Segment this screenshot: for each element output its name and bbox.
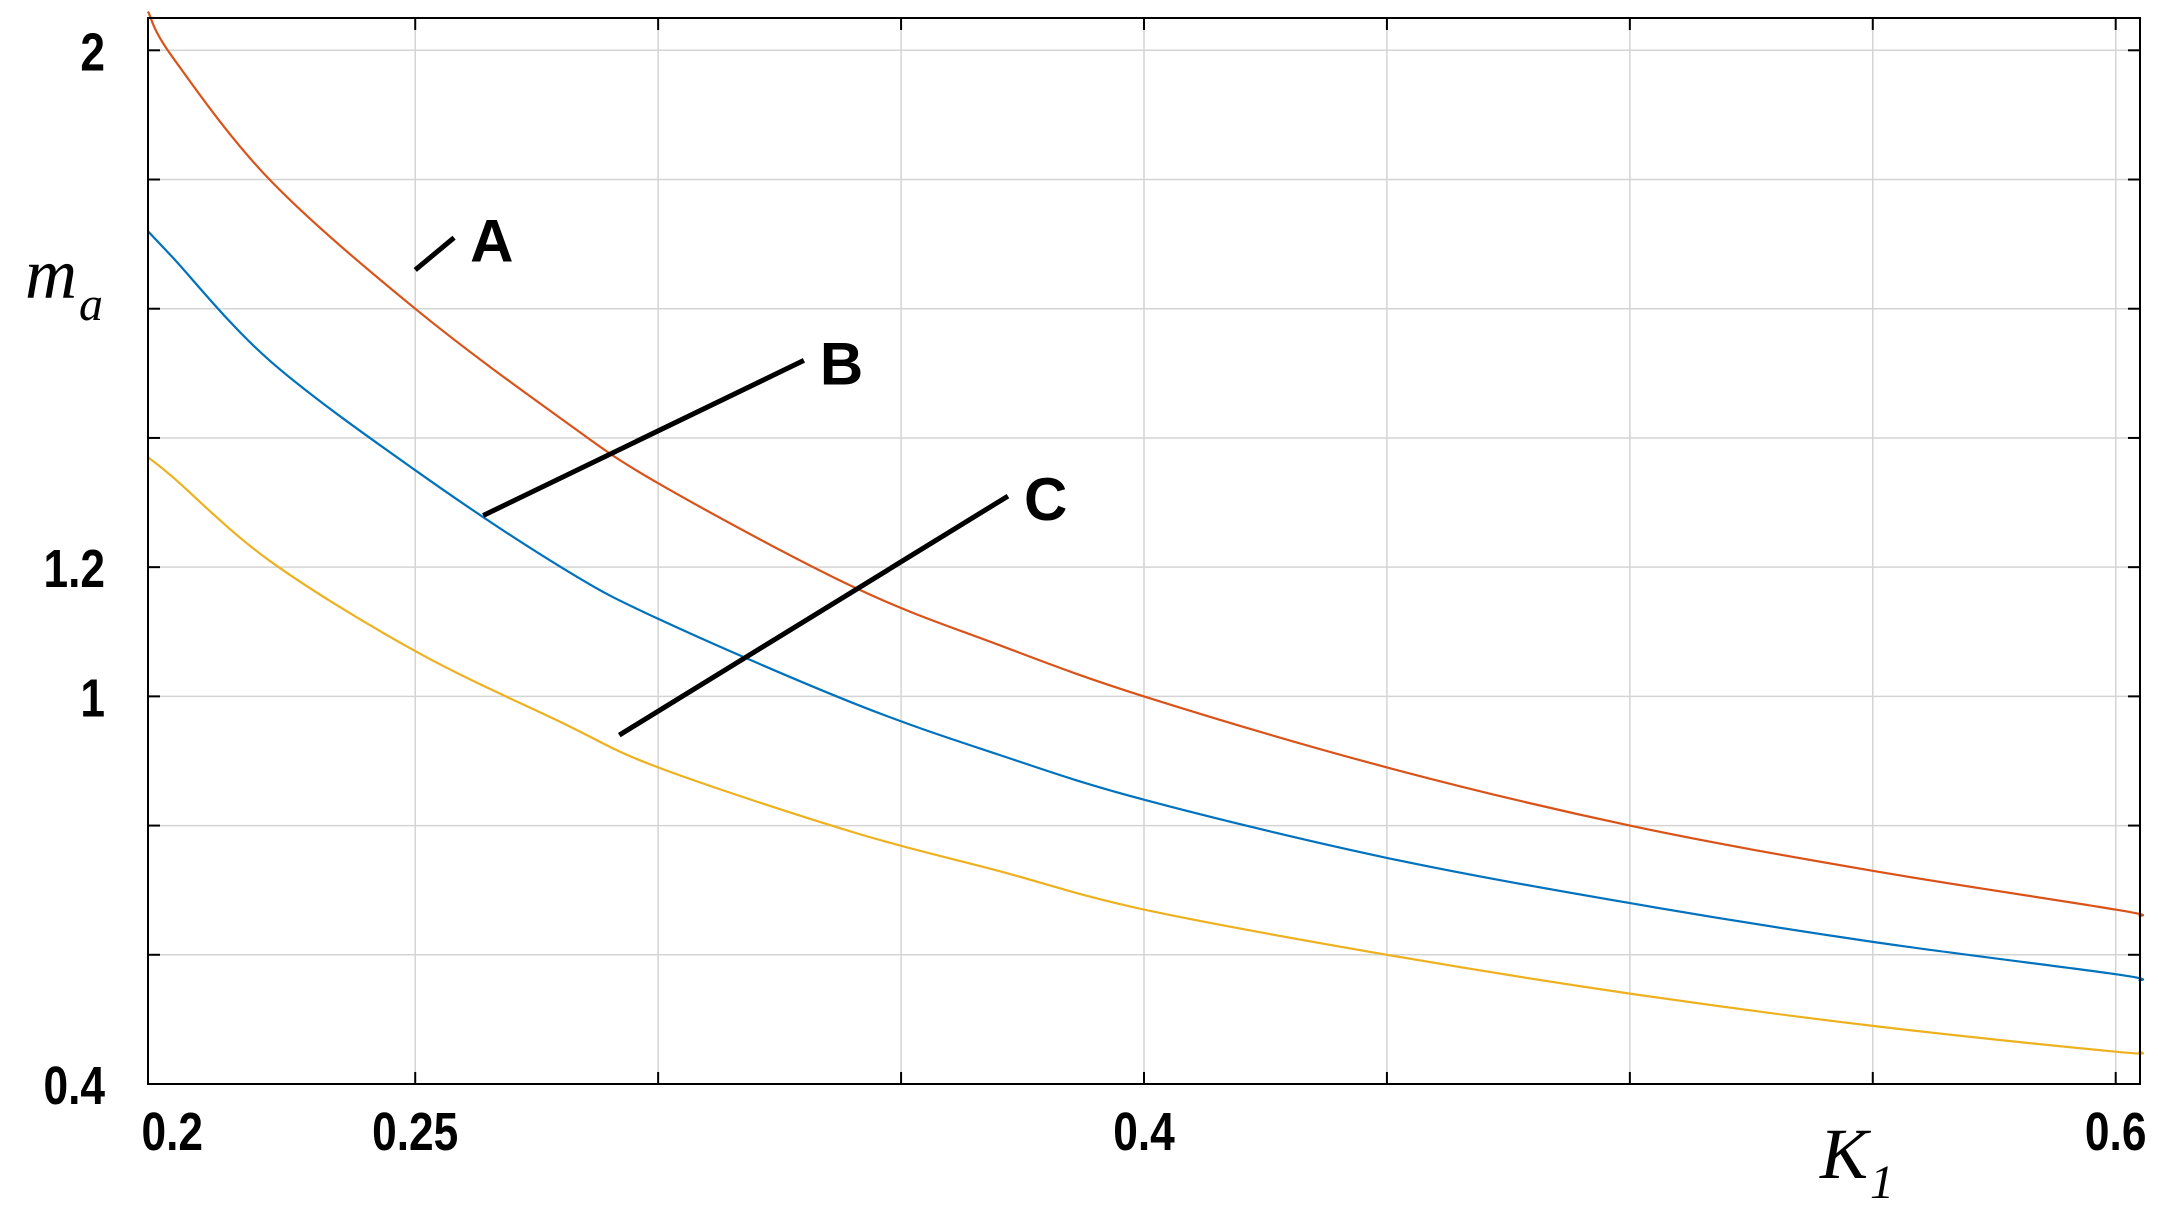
- grid-lines: [148, 18, 2140, 1085]
- series-line-c: [147, 456, 2144, 1055]
- y-tick-label: 1.2: [43, 539, 105, 599]
- curve-annotations: A B C: [413, 208, 1067, 738]
- plot-area-frame: [147, 17, 2141, 1085]
- x-axis-label-main: K: [1819, 1114, 1872, 1194]
- x-tick-label: 0.2: [142, 1102, 204, 1162]
- annotation-leader-a: [413, 235, 456, 272]
- series-line-b: [147, 230, 2144, 982]
- annotation-label-b: B: [820, 330, 863, 397]
- tick-labels: 0.2 0.25 0.4 0.6 0.4 1 1.2 2: [43, 22, 2146, 1162]
- y-tick-label: 2: [80, 22, 105, 82]
- x-tick-label: 0.4: [1113, 1102, 1175, 1162]
- annotation-leader-c: [617, 493, 1010, 738]
- annotation-label-a: A: [470, 208, 513, 275]
- y-axis-label-main: m: [25, 234, 77, 314]
- annotation-label-c: C: [1024, 466, 1067, 533]
- y-axis-label: ma: [25, 234, 103, 331]
- x-axis-label: K1: [1819, 1114, 1894, 1209]
- annotation-leader-b: [482, 358, 805, 518]
- x-axis-label-subscript: 1: [1870, 1156, 1894, 1209]
- series-lines: [147, 10, 2144, 1055]
- y-axis-label-subscript: a: [79, 278, 103, 331]
- x-tick-label: 0.25: [372, 1102, 458, 1162]
- x-tick-label: 0.6: [2085, 1102, 2147, 1162]
- y-tick-label: 1: [80, 668, 105, 728]
- y-tick-label: 0.4: [43, 1056, 105, 1116]
- series-line-a: [147, 10, 2144, 918]
